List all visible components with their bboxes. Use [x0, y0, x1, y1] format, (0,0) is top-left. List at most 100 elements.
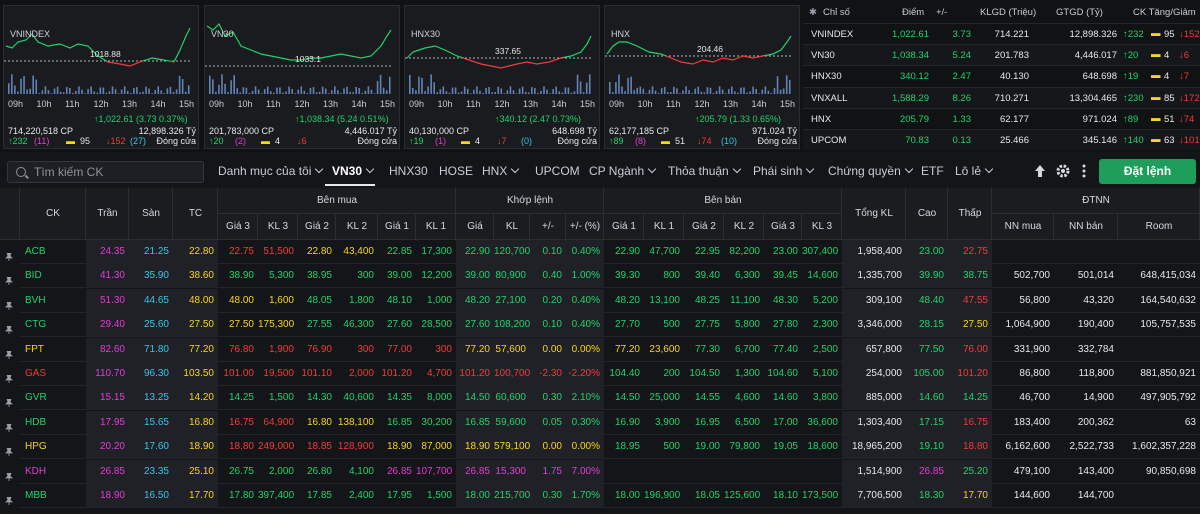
stock-symbol[interactable]: GVR	[20, 386, 86, 411]
header-floor-label: Sàn	[142, 208, 160, 219]
tab-hose[interactable]: HOSE	[439, 164, 473, 178]
table-row[interactable]: MBB 18.90 16.50 17.70 17.80 397,400 17.85 2,400…	[0, 484, 1200, 508]
tab-etf[interactable]: ETF	[921, 164, 944, 178]
cell-tran: 20.20	[86, 435, 129, 460]
index-row[interactable]: HNX 205.79 1.33 62.177 971.024 ↑89 ▬ 51 …	[803, 107, 1200, 129]
pin-icon[interactable]	[5, 248, 13, 261]
table-row[interactable]: FPT 82.60 71.80 77.20 76.80 1,900 76.90 300 77.0…	[0, 337, 1200, 362]
pin-icon[interactable]	[5, 321, 13, 335]
index-row[interactable]: VN30 1,038.34 5.24 201.783 4,446.017 ↑20…	[803, 44, 1200, 66]
stock-symbol[interactable]: CTG	[20, 313, 86, 338]
table-row[interactable]: BID 41.30 35.90 38.60 38.90 5,300 38.95 300 39.0…	[0, 264, 1200, 289]
tab-chứng-quyền[interactable]: Chứng quyền	[828, 164, 913, 178]
cell-b2v: 43,400	[336, 240, 378, 264]
more-vertical-icon[interactable]	[1076, 163, 1092, 179]
table-row[interactable]: CTG 29.40 25.60 27.50 27.50 175,300 27.55 46,30…	[0, 313, 1200, 338]
arrow-up-icon[interactable]	[1032, 163, 1048, 179]
index-row[interactable]: VNXALL 1,588.29 8.26 710.271 13,304.465 …	[803, 86, 1200, 108]
index-table-header: ✱ Chỉ số Điểm +/- KLGD (Triệu) GTGD (Tỷ)…	[803, 2, 1200, 23]
stock-symbol[interactable]: KDH	[20, 459, 86, 484]
cell-b2v: 128,900	[336, 435, 378, 460]
time-tick: 09h	[209, 99, 225, 109]
header-foreign-2-label: Room	[1145, 221, 1173, 232]
pin-icon[interactable]	[5, 419, 13, 432]
mini-chart-hnx[interactable]: 204.46 HNX 09h 10h 11h 12h 13h 14h 15h ↑205.79…	[604, 5, 800, 149]
mini-chart-hnx30[interactable]: 337.65 HNX30 09h 10h 11h 12h 13h 14h 15h ↑340.…	[404, 5, 600, 149]
table-row[interactable]: GVR 15.15 13.25 14.20 14.25 1,500 14.30 40,600 1…	[0, 386, 1200, 411]
tab-cp-ngành[interactable]: CP Ngành	[589, 164, 657, 178]
pin-icon[interactable]	[5, 443, 13, 457]
pin-icon[interactable]	[5, 370, 13, 383]
table-row[interactable]: BVH 51.30 44.65 48.00 48.00 1,600 48.05 1,800 48…	[0, 288, 1200, 313]
cell-tkl: 885,000	[842, 386, 906, 411]
pin-icon[interactable]	[5, 394, 13, 408]
pin-icon[interactable]	[5, 272, 13, 286]
tab-phái-sinh[interactable]: Phái sinh	[753, 164, 815, 178]
cell-b3v: 5,300	[258, 264, 298, 289]
tab-label: UPCOM	[535, 164, 580, 178]
tab-lô-lẻ[interactable]: Lô lẻ	[955, 164, 994, 178]
mini-chart-vnindex[interactable]: 1018.88 VNINDEX 09h 10h 11h 12h 13h 14h 15h ↑1…	[3, 5, 199, 149]
index-volume: 25.466	[999, 135, 1029, 146]
cell-s1v: 500	[644, 313, 684, 338]
cell-b3v: 64,900	[258, 410, 298, 435]
cell-san: 71.80	[129, 337, 173, 362]
cell-tc: 14.20	[173, 386, 218, 411]
pin-icon[interactable]	[5, 468, 13, 481]
search-box[interactable]	[7, 161, 204, 183]
stock-symbol[interactable]: HDB	[20, 410, 86, 435]
header-match-3: +/- (%)	[566, 214, 604, 240]
stock-symbol[interactable]: BVH	[20, 288, 86, 313]
table-row[interactable]: KDH 26.85 23.35 25.10 26.75 2,000 26.80 4,100 26…	[0, 459, 1200, 484]
index-volume: 714.221	[994, 29, 1029, 40]
tab-upcom[interactable]: UPCOM	[535, 164, 580, 178]
cell-cao: 18.30	[906, 484, 948, 508]
cell-room	[1118, 484, 1200, 508]
table-row[interactable]: ACB 24.35 21.25 22.80 22.75 51,500 22.80 43,400…	[0, 240, 1200, 264]
time-tick: 13h	[723, 99, 739, 109]
tab-label: Danh mục của tôi	[218, 164, 312, 178]
pin-icon[interactable]	[5, 346, 13, 359]
advancers: ↑232	[8, 136, 28, 146]
index-advancers: ↑19	[1123, 71, 1139, 83]
index-row[interactable]: HNX30 340.12 2.47 40.130 648.698 ↑19 ▬ 4…	[803, 65, 1200, 86]
stock-symbol[interactable]: GAS	[20, 362, 86, 386]
cell-b1p: 48.10	[378, 288, 416, 313]
stock-symbol[interactable]: FPT	[20, 337, 86, 362]
cell-b1v: 107,700	[416, 459, 456, 484]
cell-mpc: 0.40%	[566, 313, 604, 338]
tab-vn30[interactable]: VN30	[332, 164, 375, 178]
tab-hnx30[interactable]: HNX30	[389, 164, 428, 178]
index-value: 4,446.017	[1074, 50, 1117, 62]
unchanged-count: 4	[275, 136, 281, 146]
time-tick: 11h	[666, 99, 681, 109]
header-change: +/-	[936, 7, 948, 18]
index-row[interactable]: UPCOM 70.83 0.13 25.466 345.146 ↑140 ▬ 6…	[803, 129, 1200, 150]
tab-thỏa-thuận[interactable]: Thỏa thuận	[668, 164, 741, 178]
cell-s3p: 39.45	[764, 264, 802, 289]
search-input[interactable]	[34, 164, 199, 180]
advancers: ↑89	[609, 136, 624, 146]
index-point: 1,022.61	[892, 29, 929, 40]
stock-symbol[interactable]: BID	[20, 264, 86, 289]
pin-icon[interactable]	[5, 492, 13, 505]
table-row[interactable]: GAS 110.70 96.30 103.50 101.00 19,500 101.10 2,…	[0, 362, 1200, 386]
stock-symbol[interactable]: MBB	[20, 484, 86, 508]
mini-chart-vn30[interactable]: 1033.1 VN30 09h 10h 11h 12h 13h 14h 15h ↑1,038…	[204, 5, 400, 149]
index-change: ↑1,038.34 (5.24 0.51%)	[295, 114, 389, 124]
place-order-button[interactable]: Đặt lệnh	[1099, 159, 1196, 184]
table-row[interactable]: HDB 17.95 15.65 16.80 16.75 64,900 16.80 138,10…	[0, 410, 1200, 435]
cell-s3v: 5,100	[802, 362, 842, 386]
stock-symbol[interactable]: HPG	[20, 435, 86, 460]
cell-s3v: 3,800	[802, 386, 842, 411]
cell-s1p: 18.95	[604, 435, 644, 460]
table-row[interactable]: HPG 20.20 17.60 18.90 18.80 249,000 18.85 128,9…	[0, 435, 1200, 460]
index-row[interactable]: VNINDEX 1,022.61 3.73 714.221 12,898.326…	[803, 23, 1200, 44]
tab-danh-mục-của-tôi[interactable]: Danh mục của tôi	[218, 164, 324, 178]
stock-symbol[interactable]: ACB	[20, 240, 86, 264]
advancers: ↑19	[409, 136, 424, 146]
cell-b1p: 22.85	[378, 240, 416, 264]
pin-icon[interactable]	[5, 297, 13, 310]
tab-hnx[interactable]: HNX	[482, 164, 520, 178]
gear-icon[interactable]	[1055, 163, 1071, 179]
